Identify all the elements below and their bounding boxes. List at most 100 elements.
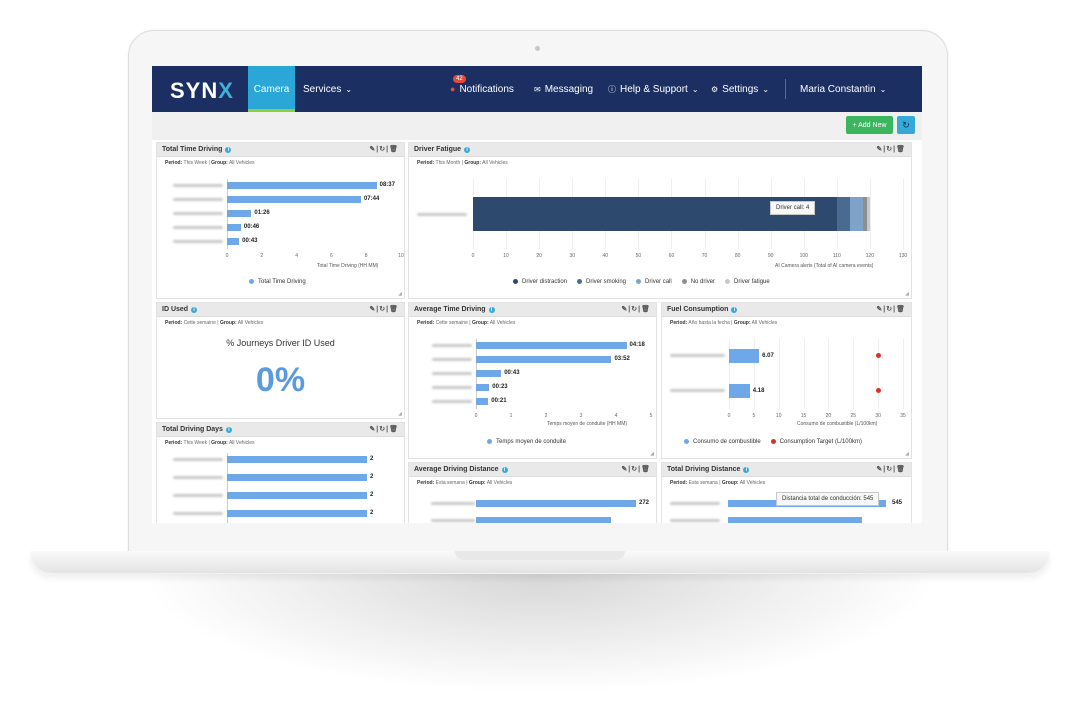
info-icon[interactable]: i: [731, 306, 738, 313]
chart-legend: Consumo de combustible Consumption Targe…: [684, 439, 862, 445]
chart-bar[interactable]: [476, 356, 612, 363]
edit-icon[interactable]: ✎: [876, 306, 884, 313]
refresh-icon[interactable]: ↻: [379, 426, 387, 433]
resize-handle[interactable]: ◢: [650, 451, 654, 457]
add-new-button[interactable]: + Add New: [846, 116, 893, 134]
nav-settings[interactable]: ⚙ Settings ⌄: [711, 66, 769, 112]
chart-bar[interactable]: [227, 510, 367, 517]
edit-icon[interactable]: ✎: [369, 426, 377, 433]
edit-icon[interactable]: ✎: [876, 146, 884, 153]
x-tick-label: 0: [225, 253, 229, 259]
chart-bar[interactable]: [476, 384, 490, 391]
info-icon[interactable]: i: [743, 466, 750, 473]
chart-bar[interactable]: [227, 224, 241, 231]
legend-item[interactable]: No driver: [681, 279, 715, 285]
widget-title: Total Driving Distance: [667, 466, 741, 473]
resize-handle[interactable]: ◢: [398, 291, 402, 297]
legend-item[interactable]: Driver smoking: [577, 279, 626, 285]
grid-line: [753, 339, 755, 409]
total-driving-days-chart: 2 2 2 2: [157, 453, 404, 523]
chart-bar[interactable]: [729, 384, 750, 398]
trash-icon[interactable]: 🗑: [389, 306, 399, 313]
chart-bar[interactable]: [728, 517, 862, 523]
chart-bar[interactable]: [227, 474, 367, 481]
stacked-bar-segment[interactable]: [863, 197, 867, 231]
nav-services[interactable]: Services ⌄: [303, 66, 352, 112]
info-icon[interactable]: i: [488, 306, 495, 313]
x-tick-label: 15: [800, 413, 807, 419]
legend-item[interactable]: Consumption Target (L/100km): [770, 439, 862, 445]
trash-icon[interactable]: 🗑: [641, 306, 651, 313]
trash-icon[interactable]: 🗑: [896, 146, 906, 153]
x-tick-label: 10: [503, 253, 509, 259]
edit-icon[interactable]: ✎: [876, 466, 884, 473]
refresh-icon[interactable]: ↻: [379, 146, 387, 153]
chart-bar[interactable]: [476, 517, 611, 523]
resize-handle[interactable]: ◢: [905, 451, 909, 457]
driver-name-redacted: [173, 240, 223, 243]
edit-icon[interactable]: ✎: [369, 306, 377, 313]
refresh-button[interactable]: ↻: [897, 116, 915, 134]
chart-bar[interactable]: [227, 492, 367, 499]
refresh-icon[interactable]: ↻: [886, 146, 894, 153]
widget-filter: Period: Esta semana | Group: All Vehicle…: [670, 480, 766, 486]
synx-logo[interactable]: SYNX: [170, 78, 234, 103]
nav-user-menu[interactable]: Maria Constantin ⌄: [800, 66, 886, 112]
refresh-icon[interactable]: ↻: [631, 466, 639, 473]
trash-icon[interactable]: 🗑: [896, 306, 906, 313]
nav-notifications[interactable]: ● Notifications: [450, 66, 514, 112]
legend-item[interactable]: Driver fatigue: [725, 279, 770, 285]
bar-value-label: 08:37: [379, 182, 395, 188]
trash-icon[interactable]: 🗑: [896, 466, 906, 473]
legend-item[interactable]: Temps moyen de conduite: [487, 439, 566, 445]
bar-value-label: 00:43: [504, 370, 520, 376]
stacked-bar-segment[interactable]: [836, 197, 851, 231]
bar-value-label: 03:52: [614, 356, 630, 362]
edit-icon[interactable]: ✎: [621, 466, 629, 473]
edit-icon[interactable]: ✎: [621, 306, 629, 313]
chart-bar[interactable]: [476, 500, 636, 507]
resize-handle[interactable]: ◢: [905, 291, 909, 297]
driver-name-redacted: [173, 512, 223, 515]
chart-bar[interactable]: [227, 210, 252, 217]
widget-actions: ✎|↻|🗑: [876, 466, 906, 473]
chart-bar[interactable]: [227, 196, 361, 203]
chart-bar[interactable]: [476, 342, 627, 349]
chart-bar[interactable]: [227, 238, 240, 245]
info-icon[interactable]: i: [464, 146, 471, 153]
resize-handle[interactable]: ◢: [398, 411, 402, 417]
widget-actions: ✎|↻|🗑: [369, 306, 399, 313]
info-icon[interactable]: i: [225, 426, 232, 433]
refresh-icon[interactable]: ↻: [379, 306, 387, 313]
fuel-consumption-chart: 0 5 10 15 20 25 30 35 6.07 4.18: [662, 333, 911, 458]
info-icon[interactable]: i: [501, 466, 508, 473]
chart-bar[interactable]: [476, 398, 489, 405]
chevron-down-icon: ⌄: [879, 84, 887, 94]
chart-legend: Total Time Driving: [249, 279, 306, 285]
trash-icon[interactable]: 🗑: [389, 146, 399, 153]
nav-tab-camera[interactable]: Camera: [248, 66, 295, 112]
trash-icon[interactable]: 🗑: [641, 466, 651, 473]
info-icon[interactable]: i: [225, 146, 232, 153]
nav-messaging[interactable]: ✉ Messaging: [534, 66, 593, 112]
edit-icon[interactable]: ✎: [369, 146, 377, 153]
chart-bar[interactable]: [729, 349, 760, 363]
legend-item[interactable]: Driver distraction: [513, 279, 567, 285]
legend-item[interactable]: Total Time Driving: [249, 279, 306, 285]
legend-item[interactable]: Driver call: [636, 279, 672, 285]
legend-item[interactable]: Consumo de combustible: [684, 439, 761, 445]
refresh-icon[interactable]: ↻: [631, 306, 639, 313]
refresh-icon[interactable]: ↻: [886, 306, 894, 313]
chart-bar[interactable]: [227, 182, 377, 189]
group-value: All Vehicles: [482, 160, 508, 166]
refresh-icon[interactable]: ↻: [886, 466, 894, 473]
stacked-bar-segment[interactable]: [866, 197, 870, 231]
chart-bar[interactable]: [227, 456, 367, 463]
trash-icon[interactable]: 🗑: [389, 426, 399, 433]
nav-help[interactable]: ⓘ Help & Support ⌄: [608, 66, 699, 112]
period-value: This Week: [183, 160, 208, 166]
info-icon[interactable]: i: [191, 306, 198, 313]
x-tick-label: 25: [850, 413, 857, 419]
chart-bar[interactable]: [476, 370, 502, 377]
stacked-bar-segment[interactable]: [850, 197, 864, 231]
